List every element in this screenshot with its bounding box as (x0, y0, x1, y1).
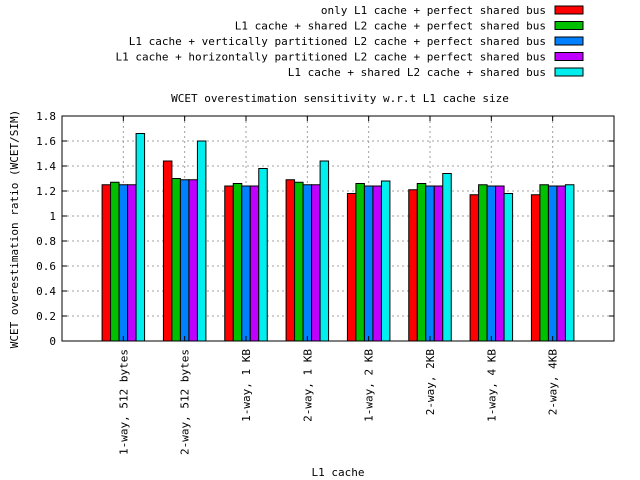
bar-series-1 (224, 185, 234, 342)
x-tick-label: 1-way, 2 KB (363, 349, 376, 422)
bar-series-3 (363, 185, 374, 342)
bar-series-2 (232, 183, 243, 342)
bar-series-1 (530, 194, 541, 342)
bar-series-5 (503, 193, 514, 342)
x-tick-label: 2-way, 512 bytes (179, 349, 192, 455)
y-tick-label: 1 (49, 210, 56, 223)
x-tick-label: 1-way, 1 KB (240, 349, 253, 422)
bar-series-3 (302, 184, 313, 342)
legend-label: only L1 cache + perfect shared bus (321, 4, 546, 17)
plot-frame (61, 115, 615, 342)
y-tick-label: 0.6 (36, 260, 56, 273)
bar-series-5 (319, 160, 330, 342)
bar-series-4 (127, 184, 137, 342)
bar-series-1 (285, 179, 296, 342)
x-axis-ticks: 1-way, 512 bytes 2-way, 512 bytes 1-way, 1… (117, 116, 560, 455)
bar-series-3 (241, 185, 251, 342)
y-axis-label: WCET overestimation ratio (WCET/SIM) (8, 110, 21, 348)
legend-swatch (554, 5, 584, 15)
y-tick-label: 0.8 (36, 235, 56, 248)
bar-series-2 (539, 184, 549, 342)
bar-series-4 (433, 185, 444, 342)
bar-series-3 (425, 185, 435, 342)
legend-swatch (554, 36, 584, 46)
bar-series-5 (196, 140, 207, 342)
x-tick-label: 2-way, 2KB (424, 349, 437, 416)
x-tick-label: 2-way, 1 KB (301, 349, 314, 422)
bar-series-4 (372, 185, 382, 342)
legend-swatch (554, 21, 584, 30)
legend-label: L1 cache + vertically partitioned L2 cac… (129, 35, 546, 48)
y-tick-label: 1.8 (36, 110, 56, 123)
y-tick-label: 0.2 (36, 310, 56, 323)
bar-series-2 (355, 183, 365, 342)
legend-label: L1 cache + shared L2 cache + shared bus (288, 66, 546, 79)
legend-swatch (554, 52, 584, 61)
bar-series-1 (162, 160, 173, 342)
bar-series-1 (101, 184, 112, 342)
bar-series-5 (564, 184, 575, 342)
legend-swatch (554, 67, 584, 77)
x-axis-label: L1 cache (312, 466, 365, 479)
bar-series-5 (442, 173, 452, 342)
x-tick-label: 1-way, 512 bytes (117, 349, 130, 455)
x-tick-label: 1-way, 4 KB (485, 349, 498, 422)
bar-series-4 (311, 184, 321, 342)
bar-series-1 (408, 189, 418, 342)
bar-series-1 (469, 194, 480, 342)
y-tick-label: 0 (49, 335, 56, 348)
bar-series-3 (486, 185, 497, 342)
bar-series-5 (258, 168, 268, 342)
bar-series-3 (547, 185, 558, 342)
bar-series-5 (380, 180, 391, 342)
legend-label: L1 cache + horizontally partitioned L2 c… (116, 51, 546, 64)
bar-series-4 (188, 179, 198, 342)
bar-series-4 (556, 185, 566, 342)
y-tick-label: 1.6 (36, 135, 56, 148)
bar-series-3 (179, 179, 190, 342)
bar-series-2 (110, 181, 120, 342)
bar-series-3 (118, 184, 129, 342)
x-tick-label: 2-way, 4KB (547, 349, 560, 416)
bar-series-2 (294, 181, 304, 342)
y-tick-label: 1.2 (36, 185, 56, 198)
chart-title: WCET overestimation sensitivity w.r.t L1… (171, 92, 509, 105)
bars (101, 133, 575, 342)
bar-series-4 (249, 185, 260, 342)
y-axis-ticks: 0 0.2 0.4 0.6 0.8 1 1.2 1.4 1.6 1.8 (36, 110, 614, 348)
grid (62, 116, 614, 341)
bar-series-2 (416, 183, 427, 342)
bar-series-2 (478, 184, 488, 342)
y-tick-label: 1.4 (36, 160, 56, 173)
bar-series-2 (171, 178, 181, 342)
y-tick-label: 0.4 (36, 285, 56, 298)
bar-series-4 (495, 185, 505, 342)
bar-series-1 (346, 193, 357, 342)
bar-series-5 (135, 133, 146, 342)
legend: only L1 cache + perfect shared bus L1 cac… (116, 4, 584, 79)
legend-label: L1 cache + shared L2 cache + perfect sha… (235, 20, 546, 33)
